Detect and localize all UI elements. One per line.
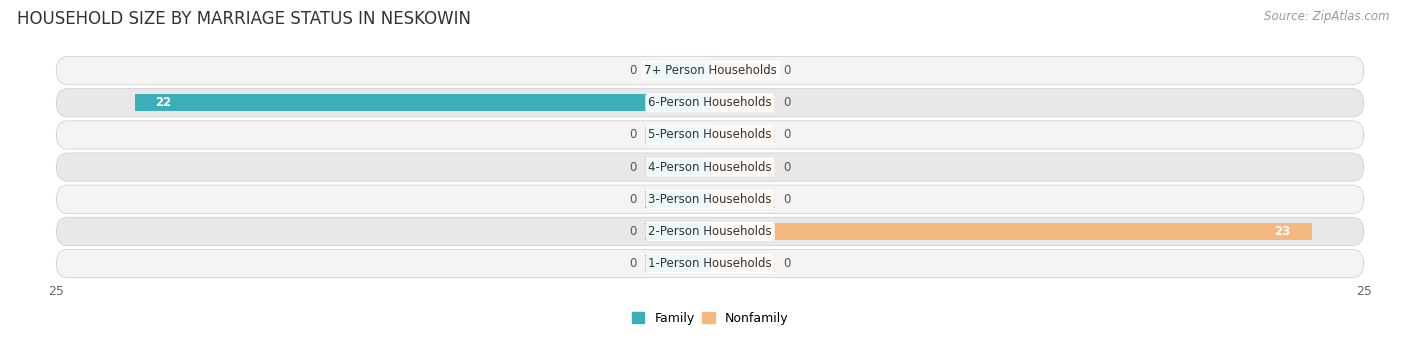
Bar	[710, 94, 776, 111]
Bar	[644, 127, 710, 143]
Bar	[710, 255, 776, 272]
Legend: Family, Nonfamily: Family, Nonfamily	[627, 307, 793, 330]
FancyBboxPatch shape	[56, 217, 1364, 246]
FancyBboxPatch shape	[56, 57, 1364, 85]
Bar	[644, 62, 710, 79]
Bar	[710, 159, 776, 176]
Bar	[135, 94, 710, 111]
FancyBboxPatch shape	[56, 249, 1364, 278]
Bar	[644, 223, 710, 240]
Text: 2-Person Households: 2-Person Households	[648, 225, 772, 238]
FancyBboxPatch shape	[56, 89, 1364, 117]
Text: 0: 0	[630, 129, 637, 142]
FancyBboxPatch shape	[56, 185, 1364, 213]
Bar	[710, 62, 776, 79]
FancyBboxPatch shape	[56, 121, 1364, 149]
Text: 0: 0	[630, 225, 637, 238]
Text: 0: 0	[783, 161, 790, 174]
Bar	[644, 159, 710, 176]
Text: 22: 22	[156, 96, 172, 109]
Text: 5-Person Households: 5-Person Households	[648, 129, 772, 142]
Text: 0: 0	[630, 161, 637, 174]
Bar	[644, 191, 710, 208]
Bar	[710, 191, 776, 208]
Text: 7+ Person Households: 7+ Person Households	[644, 64, 776, 77]
Text: 0: 0	[783, 257, 790, 270]
FancyBboxPatch shape	[56, 153, 1364, 181]
Text: 0: 0	[783, 193, 790, 206]
Text: HOUSEHOLD SIZE BY MARRIAGE STATUS IN NESKOWIN: HOUSEHOLD SIZE BY MARRIAGE STATUS IN NES…	[17, 10, 471, 28]
Text: Source: ZipAtlas.com: Source: ZipAtlas.com	[1264, 10, 1389, 23]
Bar	[710, 127, 776, 143]
Text: 0: 0	[630, 193, 637, 206]
Text: 0: 0	[783, 64, 790, 77]
Text: 4-Person Households: 4-Person Households	[648, 161, 772, 174]
Text: 0: 0	[783, 96, 790, 109]
Bar	[644, 255, 710, 272]
Text: 23: 23	[1274, 225, 1291, 238]
Text: 0: 0	[630, 257, 637, 270]
Text: 6-Person Households: 6-Person Households	[648, 96, 772, 109]
Text: 3-Person Households: 3-Person Households	[648, 193, 772, 206]
Bar	[710, 223, 1312, 240]
Text: 1-Person Households: 1-Person Households	[648, 257, 772, 270]
Text: 0: 0	[783, 129, 790, 142]
Text: 0: 0	[630, 64, 637, 77]
